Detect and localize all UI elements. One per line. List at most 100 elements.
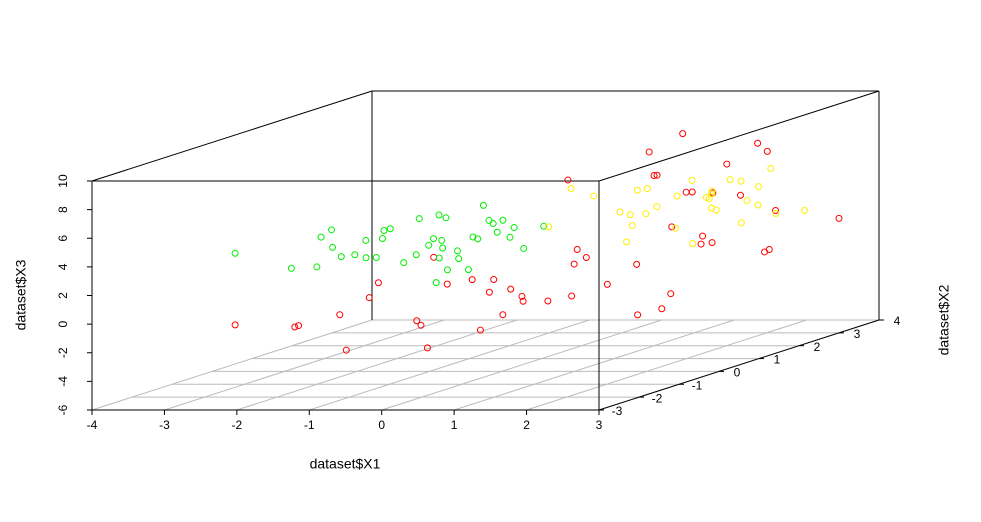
z-tick-label: 10 (56, 174, 70, 188)
point (468, 276, 476, 284)
point (519, 297, 527, 305)
point (712, 206, 720, 214)
point (763, 147, 771, 155)
point (380, 227, 388, 235)
point (643, 185, 651, 193)
point (645, 148, 653, 156)
z-tick-label: 8 (56, 206, 70, 213)
point (372, 253, 380, 261)
point (590, 192, 598, 200)
point (489, 220, 497, 228)
x-tick-label: -4 (87, 418, 98, 432)
point (567, 184, 575, 192)
point (507, 285, 515, 293)
box-edge (598, 90, 880, 182)
point (386, 225, 394, 233)
x-tick-label: 1 (451, 418, 458, 432)
point (668, 223, 676, 231)
point (362, 254, 370, 262)
point (520, 244, 528, 252)
point (378, 235, 386, 243)
x-tick-label: 0 (378, 418, 385, 432)
x-tick-label: -1 (304, 418, 315, 432)
z-tick-label: -2 (56, 347, 70, 358)
point (545, 223, 553, 231)
y-tick-label: -2 (652, 391, 663, 405)
y-tick-label: 0 (734, 366, 741, 380)
point (479, 201, 487, 209)
point (439, 244, 447, 252)
point (435, 254, 443, 262)
point (474, 235, 482, 243)
point (351, 251, 359, 259)
point (772, 206, 780, 214)
point (342, 346, 350, 354)
point (650, 171, 658, 179)
point (772, 209, 780, 217)
point (702, 193, 710, 201)
point (754, 139, 762, 147)
point (362, 236, 370, 244)
point (667, 290, 675, 298)
point (329, 243, 337, 251)
box-edge (598, 319, 880, 411)
grid-line (526, 319, 807, 411)
z-tick-label: -6 (56, 404, 70, 415)
point (708, 187, 716, 195)
point (499, 311, 507, 319)
point (801, 206, 809, 214)
point (765, 246, 773, 254)
x-axis-title: dataset$X1 (310, 456, 381, 472)
y-tick-label: 3 (854, 327, 861, 341)
point (374, 279, 382, 287)
point (443, 280, 451, 288)
point (568, 292, 576, 300)
point (688, 176, 696, 184)
point (737, 219, 745, 227)
point (737, 191, 745, 199)
point (490, 276, 498, 284)
point (413, 317, 421, 325)
y-tick-label: -3 (612, 404, 623, 418)
grid-line (309, 319, 590, 411)
point (755, 183, 763, 191)
x-tick-label: 2 (523, 418, 530, 432)
point (510, 224, 518, 232)
point (485, 288, 493, 296)
point (653, 203, 661, 211)
point (493, 228, 501, 236)
point (726, 176, 734, 184)
grid-line (91, 319, 373, 411)
point (464, 266, 472, 274)
point (633, 260, 641, 268)
point (400, 259, 408, 267)
point (564, 176, 572, 184)
point (317, 233, 325, 241)
point (435, 211, 443, 219)
point (337, 253, 345, 261)
point (365, 294, 373, 302)
point (653, 171, 661, 179)
grid-line (453, 319, 735, 411)
point (642, 210, 650, 218)
z-tick-label: 0 (56, 320, 70, 327)
point (737, 177, 745, 185)
point (616, 208, 624, 216)
point (313, 263, 321, 271)
point (469, 233, 477, 241)
point (415, 215, 423, 223)
point (628, 222, 636, 230)
point (673, 192, 681, 200)
point (438, 236, 446, 244)
point (658, 305, 666, 313)
point (754, 201, 762, 209)
point (743, 197, 751, 205)
point (835, 214, 843, 222)
point (699, 232, 707, 240)
point (540, 222, 548, 230)
point (679, 130, 687, 138)
y-tick-label: 1 (774, 353, 781, 367)
point (454, 247, 461, 255)
z-tick-label: 2 (56, 292, 70, 299)
